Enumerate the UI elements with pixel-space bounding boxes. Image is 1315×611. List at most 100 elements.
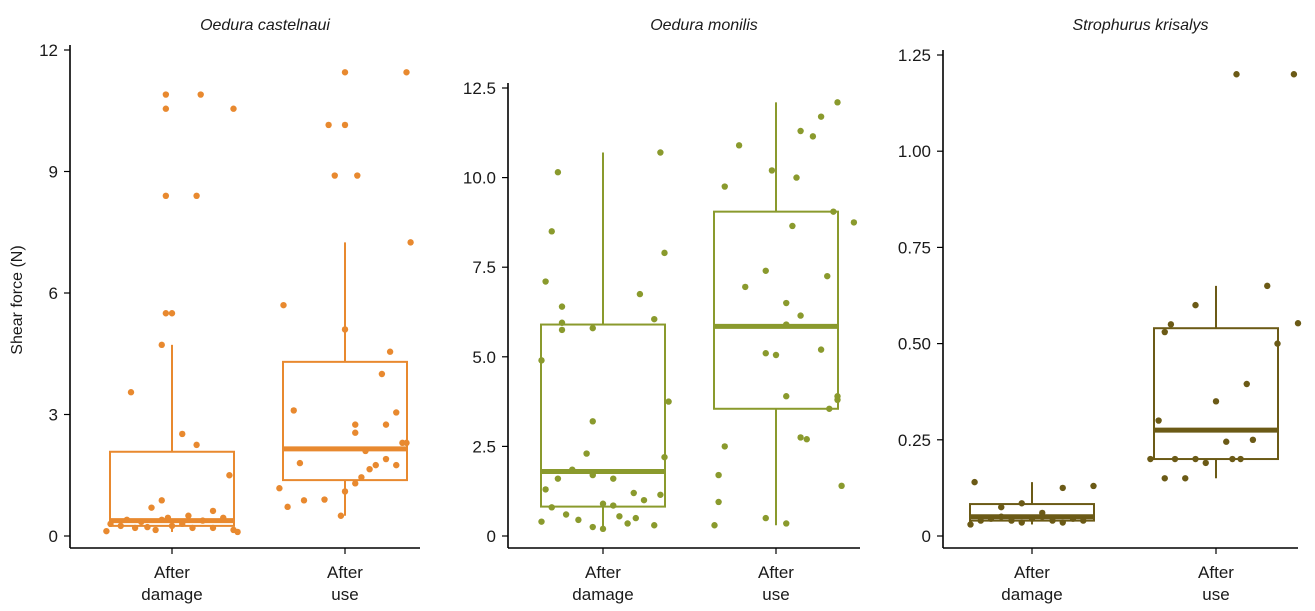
- data-point: [403, 69, 410, 76]
- data-point: [162, 105, 170, 112]
- y-tick-label: 0.75: [898, 238, 931, 257]
- data-point: [162, 192, 170, 199]
- data-point: [197, 91, 204, 98]
- data-point: [1274, 340, 1281, 347]
- data-point: [1171, 455, 1179, 463]
- panels: Oedura castelnaui 0 3 6 9 12 After damage After u…: [39, 17, 1302, 604]
- x-tick-label: After damage: [572, 563, 633, 604]
- data-point: [1161, 475, 1168, 482]
- data-point: [824, 272, 831, 280]
- data-point: [783, 299, 790, 307]
- data-point: [162, 91, 170, 98]
- data-point: [772, 351, 780, 359]
- data-point: [1192, 455, 1199, 463]
- y-tick-label: 5.0: [472, 348, 496, 367]
- data-point: [711, 522, 718, 529]
- data-point: [657, 149, 664, 156]
- box-group: [282, 242, 408, 516]
- data-point: [331, 172, 338, 179]
- data-point: [661, 249, 668, 257]
- data-point: [640, 496, 648, 504]
- data-point: [1090, 482, 1097, 490]
- data-point: [164, 514, 172, 521]
- data-point: [977, 517, 984, 524]
- data-point: [1237, 455, 1244, 463]
- y-tick-label: 0.50: [898, 335, 931, 354]
- data-point: [1069, 515, 1077, 522]
- data-point: [1161, 328, 1168, 336]
- data-point: [354, 172, 361, 179]
- data-point: [830, 208, 837, 215]
- data-point: [1243, 380, 1250, 388]
- data-point: [152, 526, 159, 534]
- data-point: [548, 228, 555, 235]
- data-point: [554, 475, 562, 482]
- x-tick-label-line: After: [1198, 563, 1234, 582]
- data-point: [721, 443, 728, 450]
- y-tick-label: 0: [49, 527, 58, 546]
- data-point: [1264, 282, 1271, 290]
- y-tick-label: 9: [49, 163, 58, 182]
- x-tick-label: After use: [1198, 563, 1234, 604]
- data-point: [290, 407, 297, 414]
- box-group: [540, 152, 666, 529]
- data-point: [1028, 515, 1036, 522]
- data-point: [1202, 459, 1209, 467]
- data-point: [284, 503, 291, 511]
- data-point: [817, 113, 825, 120]
- data-point: [715, 498, 722, 506]
- data-point: [589, 324, 596, 332]
- data-point: [127, 389, 135, 396]
- y-tick-label: 10.0: [463, 169, 496, 188]
- data-point: [542, 278, 549, 285]
- y-tick-label: 0: [487, 527, 496, 546]
- data-point: [185, 512, 192, 519]
- data-point: [230, 105, 237, 112]
- data-point: [783, 321, 790, 328]
- data-point: [158, 341, 165, 349]
- data-point: [1008, 517, 1015, 524]
- data-point: [393, 461, 400, 469]
- data-point: [393, 409, 400, 416]
- data-point: [352, 429, 359, 436]
- data-point: [558, 319, 566, 326]
- data-point: [362, 447, 369, 455]
- data-point: [209, 524, 217, 532]
- data-point: [179, 430, 186, 438]
- data-point: [341, 326, 349, 333]
- x-tick-label-line: damage: [141, 585, 202, 604]
- data-point: [768, 167, 776, 174]
- x-tick-label-line: After: [154, 563, 190, 582]
- data-point: [538, 357, 545, 364]
- data-point: [657, 491, 664, 498]
- data-point: [599, 500, 607, 507]
- data-point: [665, 398, 672, 405]
- y-tick-label: 12.5: [463, 79, 496, 98]
- box-group: [713, 102, 839, 526]
- data-point: [610, 475, 617, 482]
- x-tick-label: After use: [758, 563, 794, 604]
- data-point: [589, 418, 596, 425]
- data-point: [632, 514, 639, 522]
- data-point: [542, 486, 549, 493]
- x-tick-label: After use: [327, 563, 363, 604]
- data-point: [193, 441, 200, 449]
- data-point: [234, 528, 241, 536]
- data-point: [138, 518, 145, 526]
- box-group: [109, 344, 235, 532]
- data-point: [209, 507, 217, 515]
- panel-2: Oedura monilis 0 2.5 5.0 7.5 10.0 12.5 After dam…: [463, 17, 860, 604]
- data-point: [158, 516, 165, 523]
- data-point: [803, 436, 810, 443]
- data-point: [797, 127, 804, 135]
- data-point: [386, 348, 394, 355]
- data-point: [341, 121, 349, 129]
- y-tick-label: 2.5: [472, 437, 496, 456]
- data-point: [337, 512, 345, 519]
- y-axis-label: Shear force (N): [9, 245, 26, 354]
- panel-title: Oedura castelnaui: [200, 17, 330, 34]
- y-tick-label: 3: [49, 406, 58, 425]
- data-point: [144, 523, 151, 531]
- data-point: [998, 503, 1005, 511]
